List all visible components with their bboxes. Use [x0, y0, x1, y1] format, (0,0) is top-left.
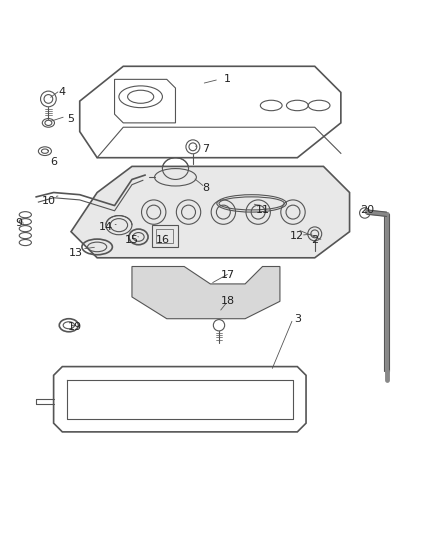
- Text: 14: 14: [99, 222, 113, 232]
- Text: 2: 2: [311, 236, 318, 245]
- Text: 16: 16: [155, 236, 170, 245]
- Text: 3: 3: [294, 314, 301, 324]
- Bar: [152, 225, 178, 247]
- Text: 19: 19: [68, 322, 82, 333]
- Text: 11: 11: [255, 205, 269, 215]
- Bar: [156, 229, 173, 243]
- Text: 17: 17: [221, 270, 235, 280]
- Text: 5: 5: [67, 114, 74, 124]
- Text: 9: 9: [15, 218, 22, 228]
- Text: 8: 8: [202, 183, 209, 193]
- Text: 4: 4: [59, 87, 66, 98]
- Text: 15: 15: [125, 236, 139, 245]
- Polygon shape: [71, 166, 350, 258]
- Text: 13: 13: [68, 248, 82, 259]
- Text: 12: 12: [290, 231, 304, 241]
- Text: 6: 6: [50, 157, 57, 167]
- Text: 20: 20: [360, 205, 374, 215]
- Polygon shape: [132, 266, 280, 319]
- Text: 1: 1: [224, 75, 231, 84]
- Text: 10: 10: [42, 196, 56, 206]
- Text: 7: 7: [202, 144, 209, 154]
- Text: 18: 18: [221, 296, 235, 306]
